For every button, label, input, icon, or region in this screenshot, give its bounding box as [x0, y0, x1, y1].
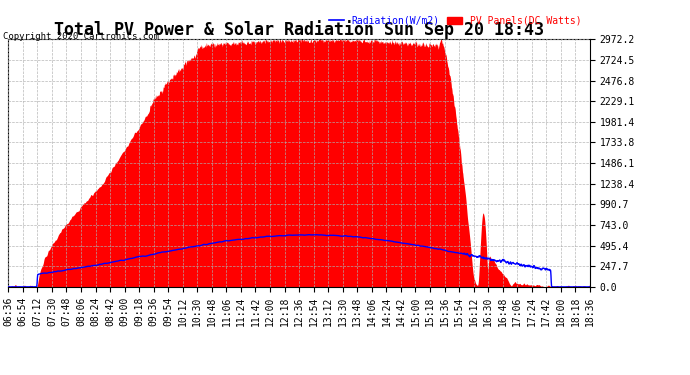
Title: Total PV Power & Solar Radiation Sun Sep 20 18:43: Total PV Power & Solar Radiation Sun Sep… [54, 20, 544, 39]
Text: Copyright 2020 Cartronics.com: Copyright 2020 Cartronics.com [3, 32, 159, 41]
Legend: Radiation(W/m2), PV Panels(DC Watts): Radiation(W/m2), PV Panels(DC Watts) [325, 12, 585, 30]
